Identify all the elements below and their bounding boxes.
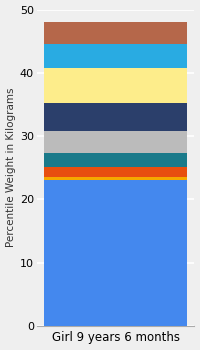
- Bar: [44, 22, 187, 44]
- Bar: [44, 153, 187, 167]
- Bar: [44, 44, 187, 68]
- Bar: [44, 177, 187, 180]
- Bar: [44, 103, 187, 131]
- Bar: [44, 167, 187, 177]
- Y-axis label: Percentile Weight in Kilograms: Percentile Weight in Kilograms: [6, 88, 16, 247]
- Bar: [44, 68, 187, 103]
- Bar: [44, 131, 187, 153]
- Bar: [44, 180, 187, 326]
